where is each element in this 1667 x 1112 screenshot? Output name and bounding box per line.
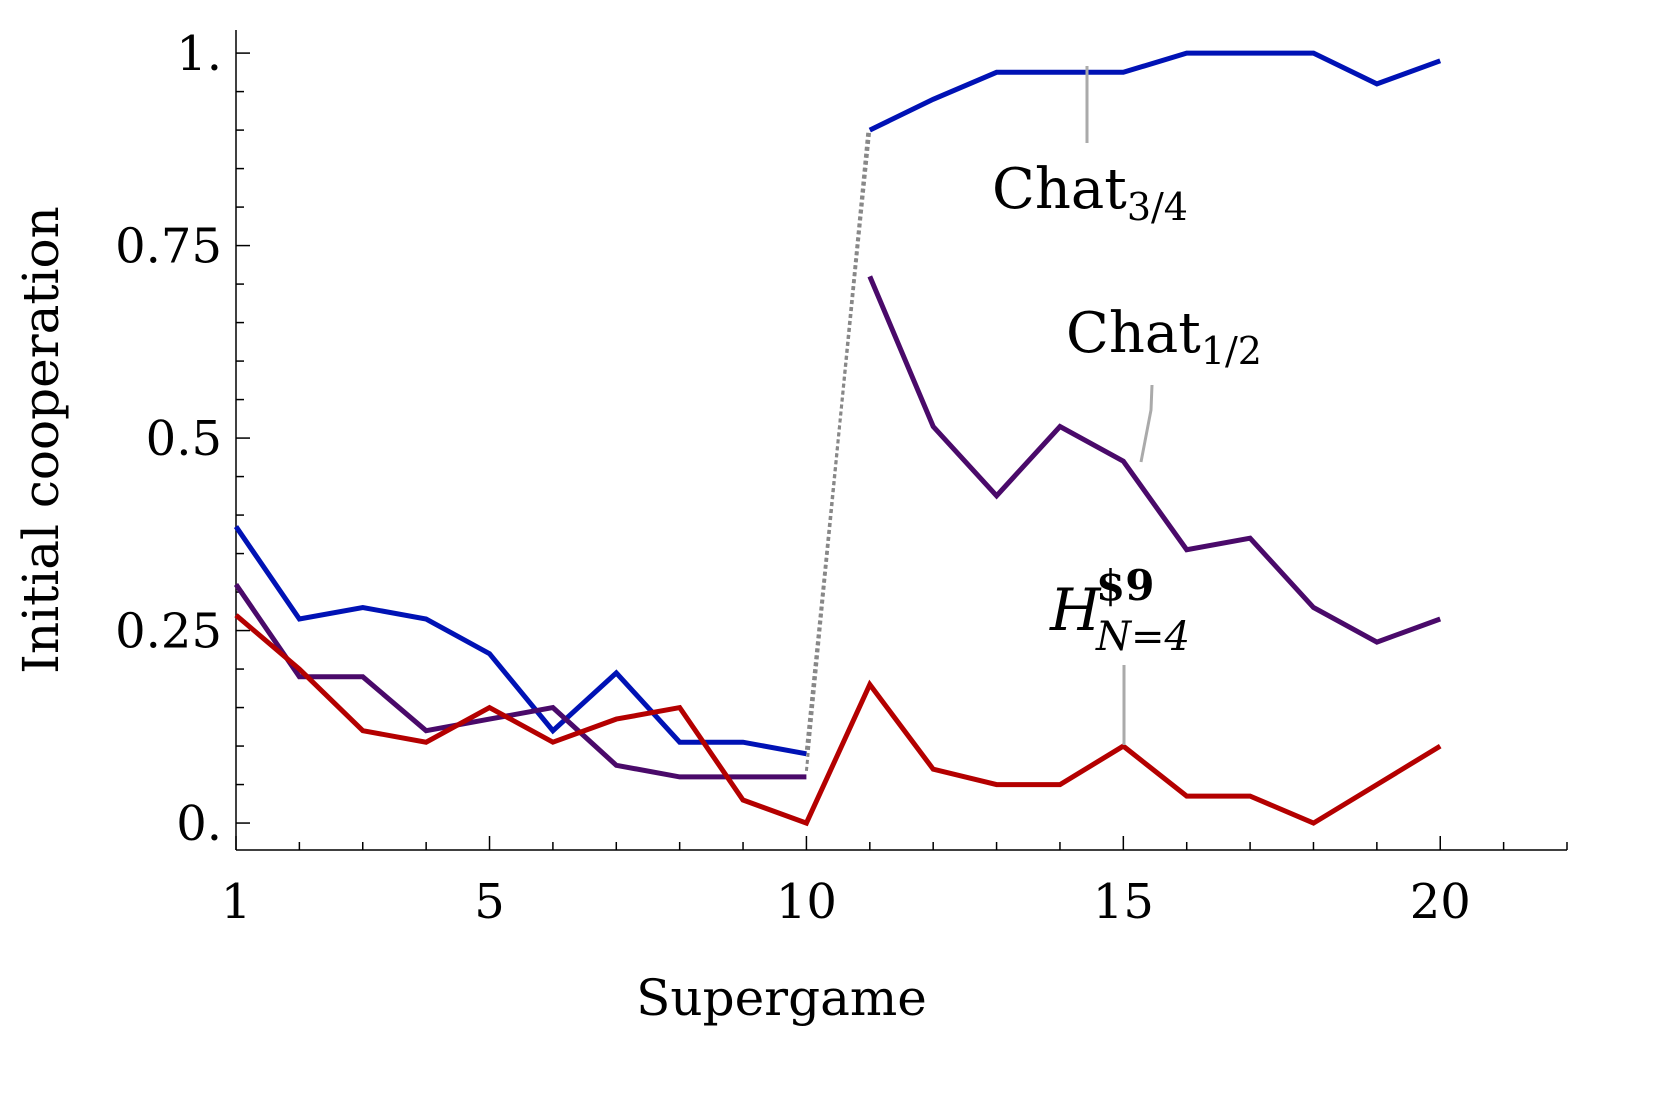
x-tick-label: 20 [1410,874,1471,930]
y-tick-label: 0.25 [115,604,222,660]
y-tick-label: 0.75 [115,219,222,275]
axes: 0.0.250.50.751.1 5 10 15 20SupergameInitial … [12,26,1568,1027]
x-tick-label: 5 [474,874,505,930]
chat12-leader [1139,384,1154,463]
x-axis-title: Supergame [636,969,927,1027]
x-tick-label: 10 [776,874,837,930]
y-tick-label: 1. [176,26,222,82]
h-line [234,613,1442,827]
h-label-sup: $9 [1096,561,1154,610]
chat12-line-part2 [867,275,1442,645]
chat34-label: Chat3/4 [992,157,1188,229]
h-label-sub: N=4 [1095,614,1190,660]
h-label-main: H [1049,576,1102,644]
chat34-line-part2 [868,50,1442,133]
chat12-line-part1 [233,582,807,780]
annotation-layer: Chat3/4 Chat1/2 H $9 N=4 [992,66,1262,745]
chat34-line-part1 [233,525,807,757]
series-layer [233,50,1442,827]
y-axis-title: Initial cooperation [12,206,70,674]
y-tick-label: 0. [176,796,222,852]
break-bridge [804,131,870,771]
y-tick-label: 0.5 [146,411,222,467]
chat12-label: Chat1/2 [1066,301,1262,373]
x-tick-label: 15 [1093,874,1154,930]
x-tick-label: 1 [221,874,252,930]
